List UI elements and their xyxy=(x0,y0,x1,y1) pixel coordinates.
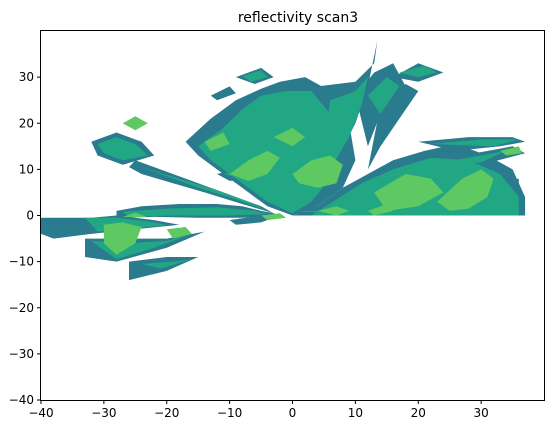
reflectivity-region-level-2 xyxy=(242,70,268,82)
chart-title: reflectivity scan3 xyxy=(238,10,358,26)
reflectivity-region-level-2 xyxy=(141,259,192,269)
reflectivity-region-level-2 xyxy=(367,77,400,114)
reflectivity-region-level-3 xyxy=(500,146,522,156)
y-tick-label: 30 xyxy=(19,70,34,84)
reflectivity-region-level-3 xyxy=(122,212,148,218)
reflectivity-region-level-1 xyxy=(129,257,199,281)
reflectivity-region-level-3 xyxy=(374,174,444,211)
y-tick-label: −10 xyxy=(9,255,34,269)
reflectivity-region-level-2 xyxy=(122,207,268,217)
x-tick-label: 10 xyxy=(348,406,363,420)
reflectivity-region-level-3 xyxy=(204,132,230,151)
reflectivity-region-level-2 xyxy=(323,77,368,170)
reflectivity-region-level-3 xyxy=(122,116,148,131)
reflectivity-field xyxy=(41,40,526,281)
reflectivity-region-level-2 xyxy=(430,139,519,147)
reflectivity-region-level-2 xyxy=(97,137,148,161)
reflectivity-region-level-3 xyxy=(317,206,350,216)
reflectivity-region-level-3 xyxy=(292,155,343,188)
reflectivity-region-level-2 xyxy=(399,65,438,78)
x-tick-label: −30 xyxy=(91,406,116,420)
x-tick-label: 30 xyxy=(473,406,488,420)
x-tick-label: −10 xyxy=(217,406,242,420)
y-tick-label: 20 xyxy=(19,116,34,130)
y-tick-label: 10 xyxy=(19,162,34,176)
y-tick-label: −20 xyxy=(9,301,34,315)
reflectivity-region-level-3 xyxy=(103,222,142,255)
reflectivity-region-level-1 xyxy=(210,86,236,101)
y-tick-label: 0 xyxy=(26,209,34,223)
x-tick-label: −40 xyxy=(28,406,53,420)
x-tick-label: −20 xyxy=(154,406,179,420)
y-tick-label: −40 xyxy=(9,393,34,407)
x-axis: −40 −30 −20 −10 0 10 20 30 xyxy=(28,400,489,420)
y-axis: −40 −30 −20 −10 0 10 20 30 xyxy=(9,70,41,407)
reflectivity-region-level-3 xyxy=(261,213,287,221)
x-tick-label: 20 xyxy=(411,406,426,420)
reflectivity-region-level-3 xyxy=(273,127,306,147)
y-tick-label: −30 xyxy=(9,347,34,361)
reflectivity-region-level-2 xyxy=(424,150,507,165)
x-tick-label: 0 xyxy=(289,406,297,420)
reflectivity-region-level-3 xyxy=(437,169,494,211)
reflectivity-region-level-3 xyxy=(229,150,280,181)
reflectivity-region-level-2 xyxy=(141,167,268,211)
reflectivity-region-level-3 xyxy=(166,227,192,239)
